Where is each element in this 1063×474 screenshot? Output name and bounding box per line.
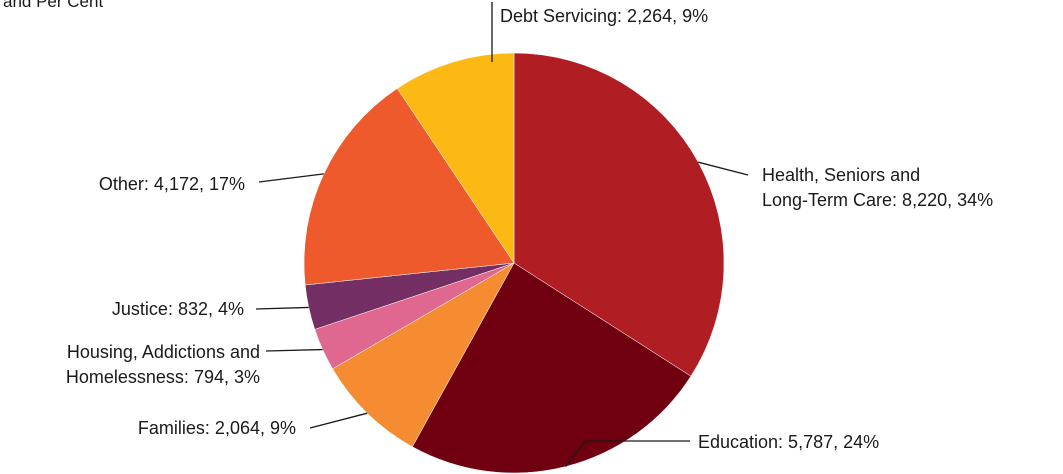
pie-slice-other [303, 88, 515, 286]
label-justice: Justice: 832, 4% [112, 299, 244, 319]
label-health-line1: Health, Seniors and [762, 165, 920, 185]
label-other: Other: 4,172, 17% [99, 174, 245, 194]
leader-lines [255, 2, 749, 467]
label-families: Families: 2,064, 9% [138, 418, 296, 438]
label-housing-line2: Homelessness: 794, 3% [66, 367, 260, 387]
leader-line-education [565, 440, 690, 467]
slice-labels: Health, Seniors and Long-Term Care: 8,22… [66, 6, 993, 452]
leader-line-other [258, 173, 324, 183]
leader-line-health [698, 161, 749, 176]
label-housing-line1: Housing, Addictions and [67, 342, 260, 362]
pie-slices [303, 52, 725, 474]
label-education: Education: 5,787, 24% [698, 432, 879, 452]
leader-line-housing [265, 348, 323, 352]
pie-slice-families [332, 262, 515, 448]
label-health-line2: Long-Term Care: 8,220, 34% [762, 190, 993, 210]
pie-slice-debt-servicing [396, 52, 515, 264]
label-debt-servicing: Debt Servicing: 2,264, 9% [500, 6, 708, 26]
leader-line-families [309, 412, 368, 429]
chart-title: and Per Cent [3, 0, 103, 11]
leader-line-justice [255, 306, 309, 310]
